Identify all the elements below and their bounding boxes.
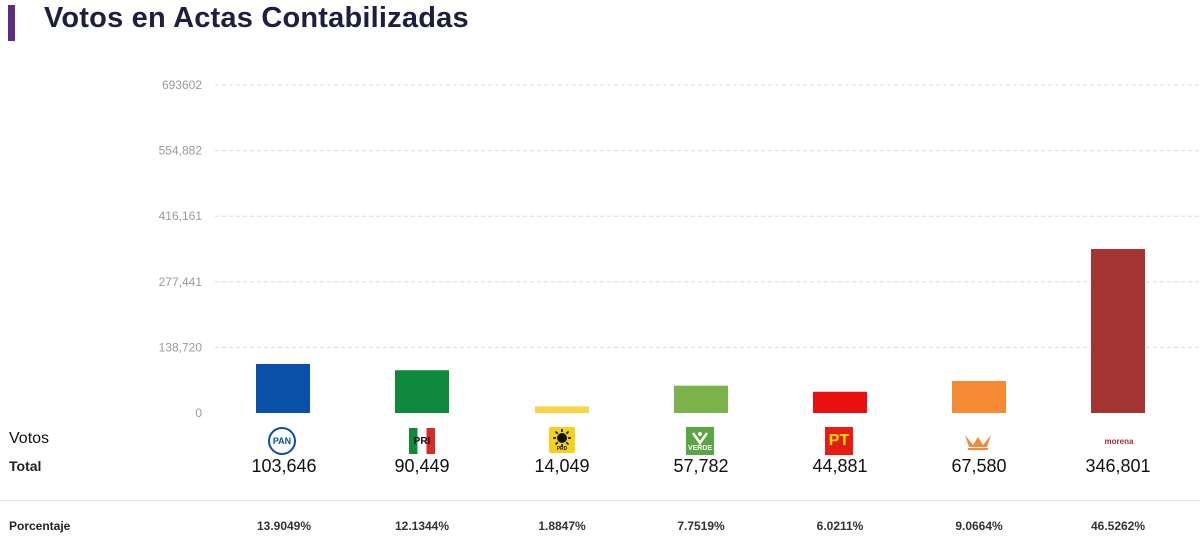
bar-verde — [674, 385, 728, 413]
pct-value-pan: 13.9049% — [256, 519, 312, 533]
votos-row-label: Votos — [9, 430, 50, 447]
pan-logo-text: PAN — [272, 436, 292, 446]
bar-pt — [813, 391, 867, 413]
bar-prd — [535, 406, 589, 413]
total-row-label: Total — [9, 458, 42, 474]
total-value-prd: 14,049 — [534, 456, 590, 476]
prd-logo-icon: PRD — [549, 427, 575, 453]
total-value-pt: 44,881 — [812, 456, 868, 476]
pct-value-verde: 7.7519% — [677, 519, 725, 533]
y-tick-label: 138,720 — [159, 340, 203, 354]
morena-logo-text: morena — [1104, 436, 1134, 446]
y-tick-label: 693602 — [162, 78, 202, 92]
bar-pan — [256, 363, 310, 413]
pri-logo-text: PRI — [413, 435, 431, 447]
pct-value-morena: 46.5262% — [1090, 519, 1146, 533]
prd-logo-text: PRD — [556, 446, 568, 452]
y-tick-label: 277,441 — [159, 275, 203, 289]
total-value-pri: 90,449 — [394, 456, 450, 476]
y-tick-label: 416,161 — [159, 209, 203, 223]
pt-logo-icon: PT — [825, 427, 853, 455]
total-value-morena: 346,801 — [1085, 456, 1151, 476]
bar-pri — [395, 370, 449, 413]
pan-logo-icon: PAN — [268, 427, 296, 455]
verde-logo-text: VERDE — [687, 444, 713, 452]
bar-chart: 0 138,720 277,441 416,161 554,882 693602 — [159, 78, 1200, 420]
mc-logo-icon — [963, 430, 993, 452]
pct-value-pt: 6.0211% — [816, 519, 864, 533]
pri-logo-icon: PRI — [408, 427, 436, 455]
pct-value-prd: 1.8847% — [538, 519, 586, 533]
porcentaje-row-label: Porcentaje — [9, 519, 71, 533]
pct-value-mc: 9.0664% — [955, 519, 1003, 533]
row-divider — [0, 500, 1200, 501]
bar-morena — [1091, 249, 1145, 413]
total-value-verde: 57,782 — [673, 456, 729, 476]
pct-value-pri: 12.1344% — [394, 519, 450, 533]
pt-logo-text: PT — [828, 432, 850, 449]
page-title: Votos en Actas Contabilizadas — [44, 2, 469, 34]
morena-logo-icon: morena — [1103, 427, 1135, 455]
y-tick-label: 554,882 — [159, 144, 203, 158]
title-accent-bar — [8, 5, 15, 41]
total-value-mc: 67,580 — [951, 456, 1007, 476]
y-tick-label: 0 — [195, 406, 202, 420]
total-value-pan: 103,646 — [251, 456, 317, 476]
verde-logo-icon: VERDE — [686, 427, 714, 455]
bar-mc — [952, 381, 1006, 413]
